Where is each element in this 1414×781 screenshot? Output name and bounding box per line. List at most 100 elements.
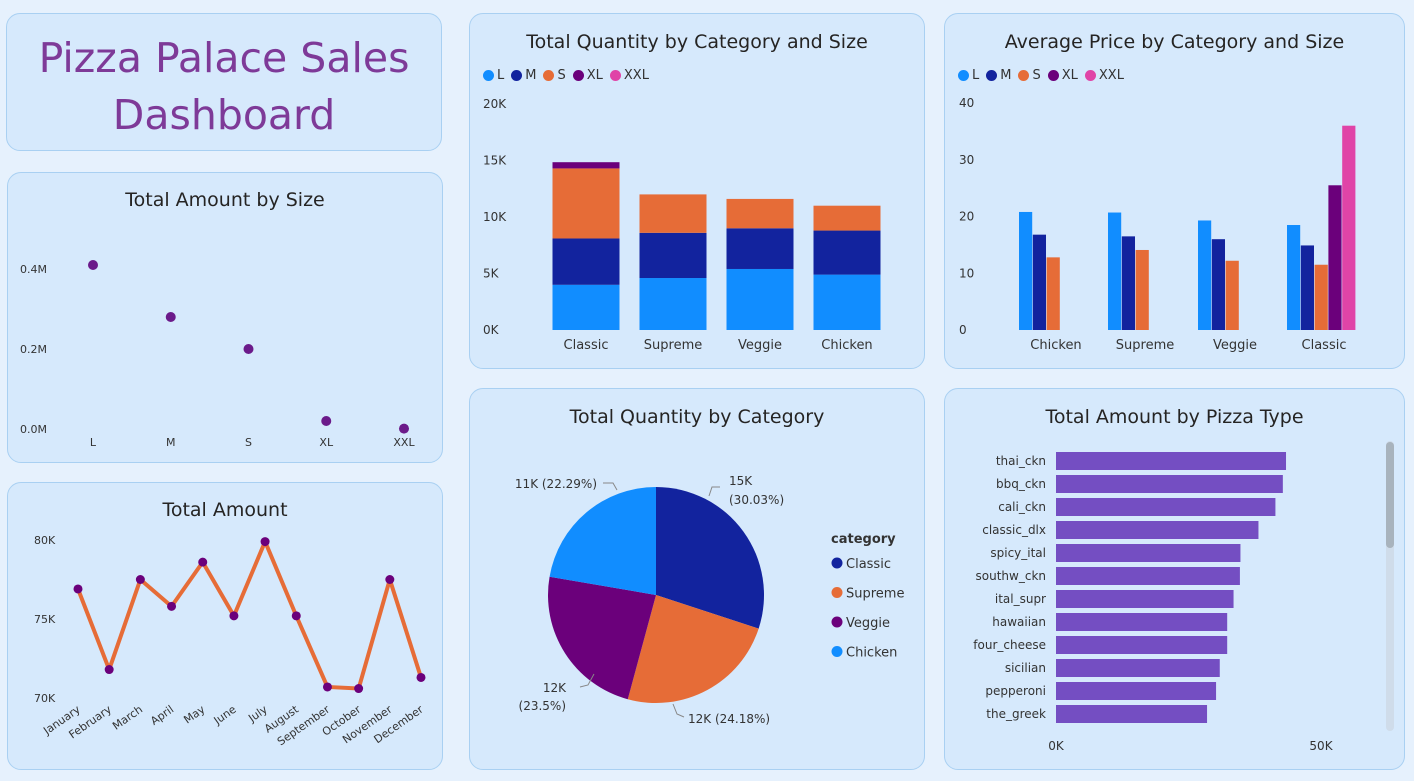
y-tick-label: pepperoni	[985, 684, 1046, 698]
line-point	[135, 575, 145, 584]
y-tick-label: four_cheese	[973, 638, 1046, 652]
legend-label: M	[1000, 68, 1012, 83]
y-tick-label: cali_ckn	[998, 500, 1046, 514]
amount-by-type-scrollbar[interactable]	[1386, 441, 1394, 731]
qty-by-category-card[interactable]: Total Quantity by Category 15K (30.03%) 12…	[469, 388, 925, 770]
x-tick-label: 50K	[1309, 739, 1333, 753]
legend-item: M	[511, 68, 536, 83]
y-tick-label: 10	[959, 266, 974, 280]
y-tick-label: 10K	[483, 210, 507, 224]
x-tick-label: XL	[319, 436, 334, 449]
bar-segment	[639, 232, 707, 279]
bar-segment	[639, 194, 707, 233]
legend-dot-xl	[1047, 70, 1059, 81]
x-tick-label: L	[90, 436, 97, 449]
bar-segment	[813, 274, 881, 330]
amount-by-type-card[interactable]: Total Amount by Pizza Type thai_ckn bbq_c…	[944, 388, 1405, 770]
x-tick-label: Chicken	[821, 338, 872, 353]
legend-dot	[831, 646, 843, 657]
legend-item: L	[958, 68, 979, 83]
bar	[1056, 567, 1240, 585]
legend-dot-xxl	[609, 70, 621, 81]
bar-segment	[813, 205, 881, 231]
legend-dot-l	[483, 70, 494, 81]
bar	[1019, 211, 1033, 330]
legend-item: XXL	[609, 68, 649, 83]
leader-line	[603, 482, 618, 491]
legend-label: Supreme	[846, 587, 904, 602]
line-point	[416, 672, 426, 682]
qty-by-cat-size-card[interactable]: Total Quantity by Category and Size L M …	[469, 13, 925, 369]
amount-by-size-chart: 0.0M 0.2M 0.4M L M S XL XXL	[20, 260, 415, 449]
total-amount-card[interactable]: Total Amount 70K 75K 80K January February Mar…	[7, 482, 443, 770]
leader-line	[579, 673, 595, 688]
x-tick-label: Classic	[564, 338, 609, 353]
bar-segment	[813, 230, 881, 275]
legend-dot-m	[986, 70, 998, 81]
x-tick-label: S	[245, 436, 252, 449]
data-label: 15K	[729, 474, 753, 488]
legend-label: L	[972, 68, 980, 83]
y-tick-label: 30	[959, 153, 974, 167]
bar	[1287, 225, 1301, 330]
line-series	[76, 539, 423, 691]
bar	[1198, 220, 1212, 330]
y-tick-label: sicilian	[1005, 661, 1046, 675]
bar-segment	[552, 238, 620, 285]
x-tick-label: 0K	[1048, 739, 1065, 753]
legend-item: S	[543, 68, 566, 83]
qty-by-category-title: Total Quantity by Category	[569, 406, 825, 428]
amount-by-type-scrollbar-thumb[interactable]	[1386, 442, 1394, 548]
legend-item: XL	[1047, 68, 1078, 83]
data-label: 12K (24.18%)	[688, 712, 770, 726]
y-tick-label: 40	[959, 96, 974, 110]
bar	[1328, 185, 1342, 330]
legend-dot-l	[958, 70, 969, 81]
pie-slice	[549, 487, 656, 595]
legend-dot-s	[1018, 70, 1030, 81]
scatter-point	[321, 416, 332, 426]
legend-item: M	[986, 68, 1011, 83]
amount-by-type-title: Total Amount by Pizza Type	[1045, 406, 1304, 428]
legend-dot-m	[511, 70, 523, 81]
bar	[1342, 125, 1356, 330]
line-point	[385, 575, 395, 584]
y-tick-label: spicy_ital	[990, 546, 1046, 560]
line-point	[322, 682, 332, 692]
pie-slice	[627, 595, 759, 703]
x-tick-label: Supreme	[644, 338, 702, 353]
bar	[1135, 249, 1149, 330]
amount-by-size-card[interactable]: Total Amount by Size 0.0M 0.2M 0.4M L M S XL XX…	[7, 172, 443, 463]
avg-price-title: Average Price by Category and Size	[1004, 31, 1345, 53]
title-card: Pizza Palace Sales Dashboard	[6, 13, 442, 151]
legend-title: category	[831, 532, 896, 547]
line-point	[104, 665, 114, 675]
bar	[1056, 659, 1220, 677]
y-tick-label: bbq_ckn	[996, 477, 1046, 491]
line-point	[291, 611, 301, 621]
x-tick-label: May	[181, 703, 207, 727]
bar	[1056, 544, 1241, 562]
x-tick-label: Chicken	[1030, 338, 1081, 353]
x-tick-label: XXL	[393, 436, 415, 449]
data-label: 12K	[543, 681, 567, 695]
y-tick-label: 20K	[483, 97, 507, 111]
legend-label: Veggie	[846, 616, 890, 631]
bar	[1046, 257, 1060, 330]
bar	[1056, 636, 1228, 654]
legend-label: XXL	[1098, 68, 1124, 83]
legend-dot	[831, 587, 843, 598]
x-tick-label: Supreme	[1116, 338, 1174, 353]
x-tick-label: June	[211, 703, 239, 728]
pie-slice	[656, 487, 764, 629]
bar-segment	[552, 162, 620, 169]
bar	[1056, 475, 1283, 493]
line-point	[260, 537, 270, 547]
bar	[1211, 239, 1225, 330]
y-tick-label: 70K	[34, 692, 56, 705]
avg-price-card[interactable]: Average Price by Category and Size L M S…	[944, 13, 1405, 369]
leader-line	[672, 703, 685, 718]
legend-label: S	[1032, 68, 1041, 83]
y-tick-label: hawaiian	[992, 615, 1046, 629]
